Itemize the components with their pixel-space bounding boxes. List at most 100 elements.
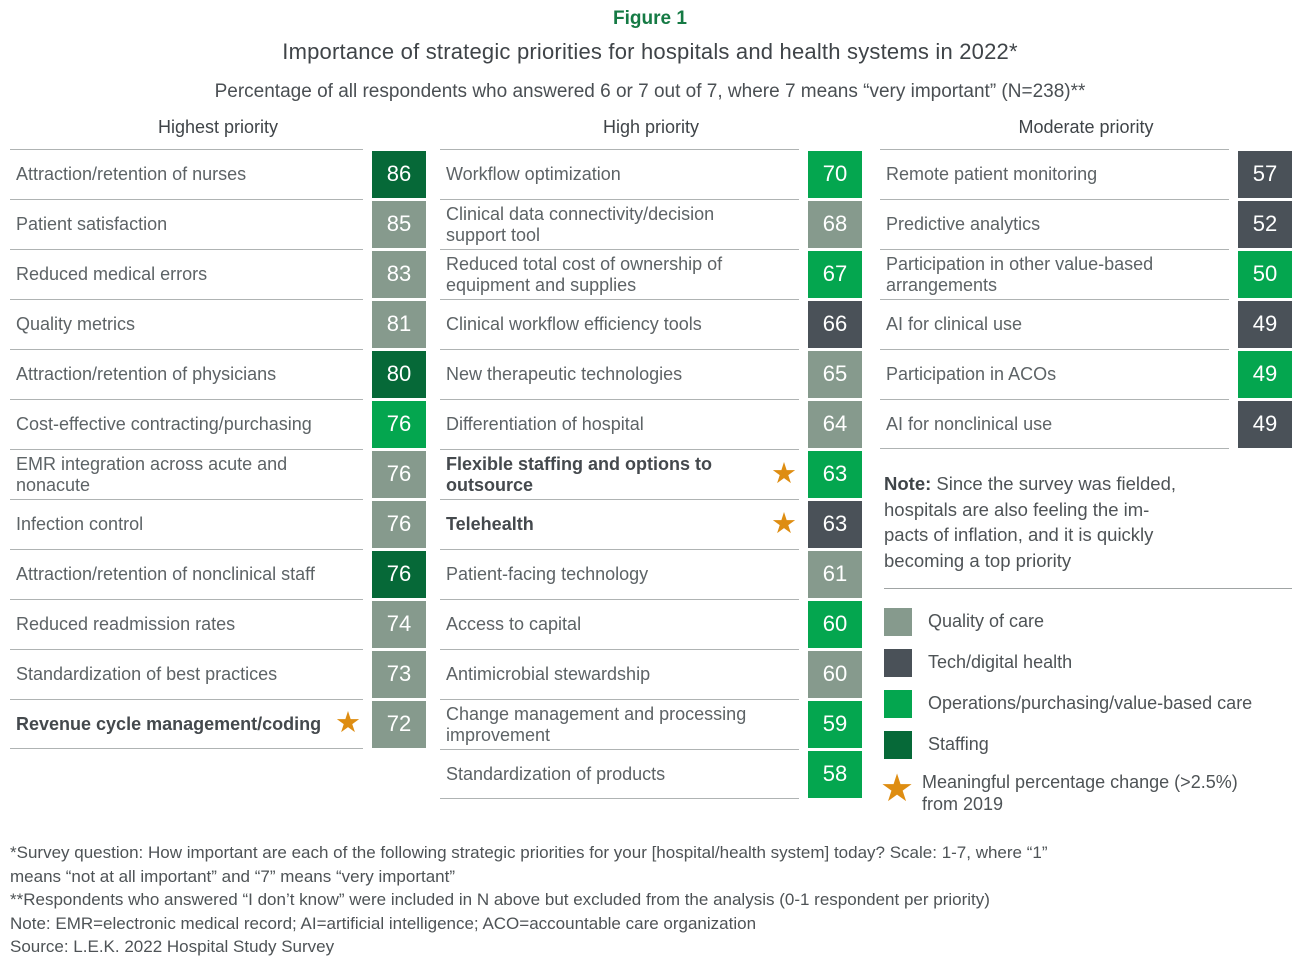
priority-value-box: 74 bbox=[372, 600, 426, 648]
priority-label: Remote patient monitoring bbox=[880, 149, 1229, 199]
priority-label-text: Telehealth bbox=[446, 514, 534, 534]
priority-value-box: 65 bbox=[808, 350, 862, 398]
footnote-line: Source: L.E.K. 2022 Hospital Study Surve… bbox=[10, 937, 335, 956]
legend-item: Tech/digital health bbox=[884, 649, 1292, 677]
priority-label: Attraction/retention of physicians bbox=[10, 349, 363, 399]
priority-label-text: EMR integration across acute and nonacut… bbox=[16, 453, 288, 495]
priority-label-text: Revenue cycle management/coding bbox=[16, 713, 322, 734]
priority-label: New therapeutic technologies bbox=[440, 349, 799, 399]
legend-label: Operations/purchasing/value-based care bbox=[928, 693, 1253, 714]
priority-label: Clinical workflow efficiency tools bbox=[440, 299, 799, 349]
priority-label-text: Access to capital bbox=[446, 614, 582, 634]
priority-label: Workflow optimization bbox=[440, 149, 799, 199]
priority-row: Flexible staffing and options to outsour… bbox=[440, 449, 862, 499]
priority-label: Patient-facing technology bbox=[440, 549, 799, 599]
priority-label-text: Differentiation of hospital bbox=[446, 414, 644, 434]
priority-row: Clinical data connectivity/decision supp… bbox=[440, 199, 862, 249]
legend-swatch bbox=[884, 690, 912, 718]
priority-row: Participation in other value-based arran… bbox=[880, 249, 1292, 299]
note-and-legend: Note: Since the survey was fielded, hosp… bbox=[880, 471, 1292, 815]
column-moderate-priority: Moderate priority Remote patient monitor… bbox=[880, 117, 1292, 815]
priority-label-text: Reduced readmission rates bbox=[16, 614, 236, 634]
priority-label-text: AI for nonclinical use bbox=[886, 413, 1053, 434]
priority-row: Revenue cycle management/coding ★ 72 bbox=[10, 699, 426, 749]
priority-row: Workflow optimization 70 bbox=[440, 149, 862, 199]
priority-value-box: 66 bbox=[808, 300, 862, 348]
priority-label: Quality metrics bbox=[10, 299, 363, 349]
priority-value-box: 64 bbox=[808, 400, 862, 448]
legend-item: Quality of care bbox=[884, 608, 1292, 636]
priority-row: Change management and processing improve… bbox=[440, 699, 862, 749]
priority-row: Standardization of best practices 73 bbox=[10, 649, 426, 699]
footnote-line: means “not at all important” and “7” mea… bbox=[10, 866, 456, 886]
priority-label: Attraction/retention of nonclinical staf… bbox=[10, 549, 363, 599]
legend-item: ★ Meaningful percentage change (>2.5%) f… bbox=[880, 770, 1292, 815]
priority-label: Clinical data connectivity/decision supp… bbox=[440, 199, 799, 249]
priority-value-box: 86 bbox=[372, 150, 426, 198]
column-highest-priority: Highest priority Attraction/retention of… bbox=[10, 117, 426, 815]
priority-row: Clinical workflow efficiency tools 66 bbox=[440, 299, 862, 349]
priority-value-box: 76 bbox=[372, 450, 426, 498]
priority-label: Access to capital bbox=[440, 599, 799, 649]
priority-value-box: 76 bbox=[372, 550, 426, 598]
priority-value-box: 76 bbox=[372, 400, 426, 448]
priority-value-box: 50 bbox=[1238, 250, 1292, 298]
priority-label-text: AI for clinical use bbox=[886, 314, 1023, 334]
priority-label: Differentiation of hospital bbox=[440, 399, 799, 449]
legend: Quality of care Tech/digital health Oper… bbox=[880, 608, 1292, 815]
priority-value-box: 81 bbox=[372, 300, 426, 348]
priority-label-text: New therapeutic technologies bbox=[446, 364, 683, 384]
priority-label: Participation in other value-based arran… bbox=[880, 249, 1229, 299]
priority-row: Cost-effective contracting/purchasing 76 bbox=[10, 399, 426, 449]
priority-row: Standardization of products 58 bbox=[440, 749, 862, 799]
priority-label-text: Participation in other value-based arran… bbox=[886, 253, 1154, 295]
column-header-highest: Highest priority bbox=[157, 117, 279, 137]
priority-label: Patient satisfaction bbox=[10, 199, 363, 249]
priority-row: AI for nonclinical use 49 bbox=[880, 399, 1292, 449]
figure-label: Figure 1 bbox=[613, 8, 687, 29]
star-icon: ★ bbox=[771, 507, 797, 540]
priority-value-box: 52 bbox=[1238, 200, 1292, 248]
priority-label-text: Infection control bbox=[16, 514, 144, 534]
note-label: Note: bbox=[884, 473, 932, 494]
legend-label: Quality of care bbox=[928, 611, 1045, 632]
priority-value-box: 83 bbox=[372, 250, 426, 298]
legend-label: Staffing bbox=[928, 734, 989, 755]
priority-label-text: Patient satisfaction bbox=[16, 214, 168, 234]
priority-label-text: Participation in ACOs bbox=[886, 364, 1057, 384]
priority-row: Remote patient monitoring 57 bbox=[880, 149, 1292, 199]
priority-label-text: Quality metrics bbox=[16, 314, 136, 334]
priority-label-text: Standardization of best practices bbox=[16, 664, 278, 684]
legend-swatch bbox=[884, 649, 912, 677]
priority-row: New therapeutic technologies 65 bbox=[440, 349, 862, 399]
legend-item: Operations/purchasing/value-based care bbox=[884, 690, 1292, 718]
priority-label: Revenue cycle management/coding ★ bbox=[10, 699, 363, 749]
priority-value-box: 57 bbox=[1238, 150, 1292, 198]
legend-item: Staffing bbox=[884, 731, 1292, 759]
column-high-priority: High priority Workflow optimization 70 C… bbox=[440, 117, 862, 815]
priority-label: Infection control bbox=[10, 499, 363, 549]
priority-label-text: Attraction/retention of physicians bbox=[16, 364, 277, 384]
priority-row: Reduced readmission rates 74 bbox=[10, 599, 426, 649]
figure-title: Importance of strategic priorities for h… bbox=[282, 39, 1018, 64]
priority-value-box: 67 bbox=[808, 250, 862, 298]
priority-label: Telehealth ★ bbox=[440, 499, 799, 549]
priority-row: Reduced total cost of ownership of equip… bbox=[440, 249, 862, 299]
priority-label: Standardization of best practices bbox=[10, 649, 363, 699]
priority-label-text: Remote patient monitoring bbox=[886, 164, 1098, 184]
note-line: pacts of inflation, and it is quickly bbox=[884, 524, 1154, 545]
priority-row: Differentiation of hospital 64 bbox=[440, 399, 862, 449]
note-legend-divider bbox=[884, 588, 1292, 589]
priority-value-box: 59 bbox=[808, 700, 862, 748]
priority-row: Reduced medical errors 83 bbox=[10, 249, 426, 299]
note-line: Since the survey was fielded, bbox=[936, 473, 1177, 494]
priority-label: AI for nonclinical use bbox=[880, 399, 1229, 449]
priority-value-box: 63 bbox=[808, 500, 862, 548]
priority-label: Participation in ACOs bbox=[880, 349, 1229, 399]
column-header-moderate: Moderate priority bbox=[1018, 117, 1154, 137]
priority-label-text: Antimicrobial stewardship bbox=[446, 664, 651, 684]
priority-label-text: Change management and processing improve… bbox=[446, 703, 747, 745]
priority-label-text: Patient-facing technology bbox=[446, 564, 649, 584]
legend-swatch bbox=[884, 608, 912, 636]
priority-row: Quality metrics 81 bbox=[10, 299, 426, 349]
